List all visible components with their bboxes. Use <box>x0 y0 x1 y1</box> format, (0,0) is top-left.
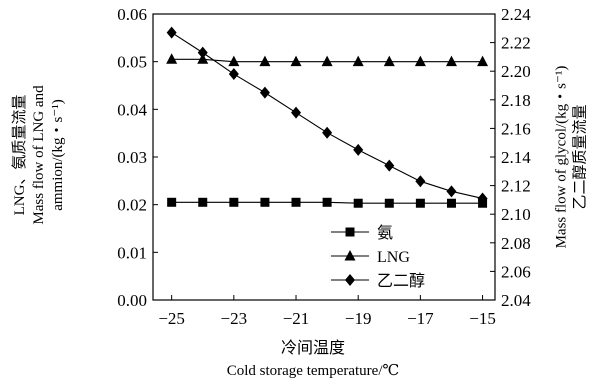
legend-item: 乙二醇 <box>331 272 425 290</box>
data-point-triangle <box>259 55 271 67</box>
y-right-tick-label: 2.20 <box>501 62 531 81</box>
x-axis-label-en: Cold storage temperature/℃ <box>227 363 400 379</box>
x-tick-label: −17 <box>407 309 434 328</box>
y-left-tick-label: 0.02 <box>117 196 147 215</box>
x-tick-label: −21 <box>283 309 310 328</box>
y-left-tick-label: 0.04 <box>117 100 147 119</box>
axis-label-line: LNG、氨质量流量 <box>11 95 28 216</box>
data-point-diamond <box>322 126 333 139</box>
y-right-tick-label: 2.16 <box>501 119 531 138</box>
data-point-triangle <box>321 55 333 67</box>
data-point-square <box>322 197 332 207</box>
series-square <box>167 197 488 208</box>
data-point-diamond <box>415 175 426 188</box>
data-point-square <box>167 197 177 207</box>
x-tick-label: −19 <box>345 309 372 328</box>
data-point-diamond <box>353 143 364 156</box>
y-left-tick-label: 0.03 <box>117 148 147 167</box>
data-point-square <box>260 197 270 207</box>
y-left-tick-label: 0.00 <box>117 291 147 310</box>
data-point-square <box>198 197 208 207</box>
data-point-diamond <box>197 46 208 59</box>
legend-label: 乙二醇 <box>377 272 425 290</box>
y-left-tick-label: 0.05 <box>117 53 147 72</box>
data-point-triangle <box>414 55 426 67</box>
y-right-tick-label: 2.24 <box>501 5 531 24</box>
axis-label-line: Mass flow of glycol/(kg・s⁻¹) <box>554 66 570 249</box>
series-triangle <box>166 53 489 67</box>
legend-label: LNG <box>377 249 410 266</box>
x-tick-label: −15 <box>469 309 496 328</box>
y-right-tick-label: 2.22 <box>501 34 531 53</box>
data-point-diamond <box>291 106 302 119</box>
x-tick-label: −25 <box>158 309 185 328</box>
data-point-square <box>345 227 355 237</box>
data-point-square <box>415 198 425 208</box>
y-right-tick-label: 2.08 <box>501 234 531 253</box>
data-point-triangle <box>344 250 356 261</box>
axis-label-line: ammion/(kg・s⁻¹) <box>50 99 66 211</box>
data-point-triangle <box>166 53 178 64</box>
series-diamond <box>166 26 488 205</box>
data-point-square <box>353 198 363 208</box>
data-point-square <box>229 197 239 207</box>
y-axis-right-label: Mass flow of glycol/(kg・s⁻¹) 乙二醇质量流量 <box>554 66 589 249</box>
y-right-tick-label: 2.18 <box>501 91 531 110</box>
data-point-diamond <box>477 192 488 205</box>
data-point-triangle <box>445 55 457 67</box>
data-point-triangle <box>383 55 395 67</box>
data-point-square <box>446 198 456 208</box>
axis-label-line: Mass flow of LNG and <box>31 85 47 225</box>
y-left-tick-label: 0.01 <box>117 243 147 262</box>
y-axis-left-label: LNG、氨质量流量 Mass flow of LNG and ammion/(kg・… <box>11 85 66 225</box>
legend: 氨 LNG 乙二醇 <box>331 224 425 290</box>
data-point-diamond <box>259 86 270 99</box>
y-right-tick-label: 2.12 <box>501 177 531 196</box>
data-point-diamond <box>446 185 457 198</box>
axis-labels: LNG、氨质量流量 Mass flow of LNG and ammion/(kg・… <box>11 66 589 379</box>
legend-item: LNG <box>331 249 410 266</box>
x-axis-label-cn: 冷间温度 <box>281 339 345 357</box>
data-point-diamond <box>384 159 395 172</box>
data-point-triangle <box>290 55 302 67</box>
y-right-tick-label: 2.10 <box>501 205 531 224</box>
data-point-diamond <box>228 68 239 81</box>
y-right-tick-label: 2.14 <box>501 148 531 167</box>
data-point-square <box>384 198 394 208</box>
series-group <box>166 26 489 208</box>
data-point-diamond <box>166 26 177 39</box>
data-point-square <box>291 197 301 207</box>
y-left-tick-label: 0.06 <box>117 5 147 24</box>
data-point-diamond <box>345 274 355 286</box>
x-tick-label: −23 <box>221 309 248 328</box>
data-point-triangle <box>228 55 240 67</box>
data-point-triangle <box>477 55 489 67</box>
legend-label: 氨 <box>377 224 393 242</box>
y-right-tick-label: 2.06 <box>501 262 531 281</box>
y-right-tick-label: 2.04 <box>501 291 531 310</box>
legend-item: 氨 <box>331 224 393 242</box>
data-point-triangle <box>352 55 364 67</box>
axis-label-line: 乙二醇质量流量 <box>572 104 589 209</box>
axis-ticks: 0.00 0.01 0.02 0.03 0.04 0.05 0.06 2.04 2.06 2.08… <box>117 5 531 328</box>
